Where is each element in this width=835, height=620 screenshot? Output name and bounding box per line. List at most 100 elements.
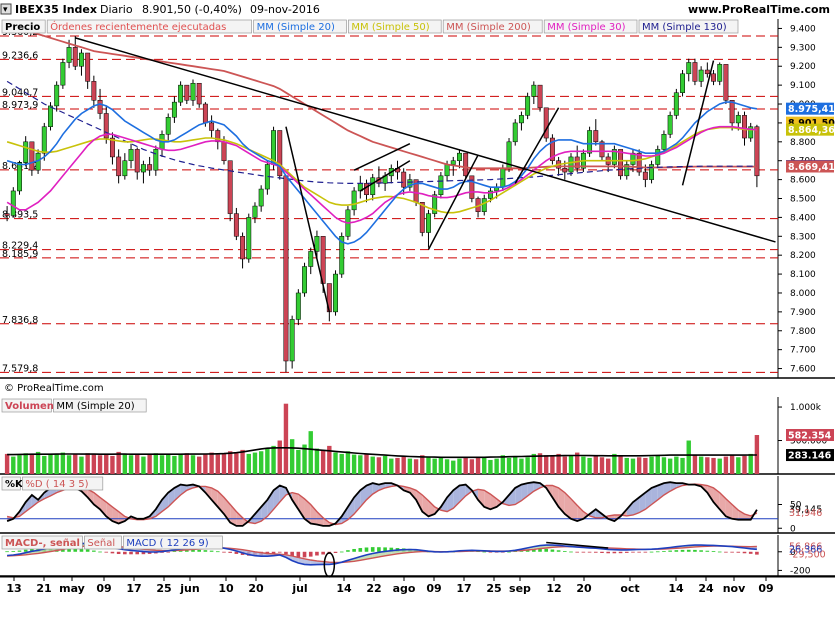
macd-hist-47 <box>296 551 301 558</box>
candle-body-6 <box>41 126 47 154</box>
volume-bar-81 <box>506 457 512 474</box>
macd-hist-94 <box>587 551 592 553</box>
volume-bar-6 <box>42 455 47 474</box>
header-site[interactable]: www.ProRealTime.com <box>688 3 830 16</box>
macd-hist-22 <box>141 551 146 555</box>
x-axis: 13 21 may 09 17 25 jun 10 20 jul 14 22 ago 09 17 25 sep 1… <box>0 576 835 595</box>
candle-body-15 <box>97 99 103 114</box>
macd-hist-115 <box>717 551 722 553</box>
stoch-fill-76 <box>478 489 485 507</box>
x-tick-label-5: 25 <box>156 582 171 595</box>
candle-body-13 <box>85 52 91 82</box>
volume-bar-111 <box>692 455 698 474</box>
volume-bar-62 <box>389 458 394 474</box>
macd-hist-77 <box>482 551 487 553</box>
volume-bar-36 <box>227 451 233 474</box>
volume-bar-66 <box>413 459 419 474</box>
volume-bar-83 <box>519 458 524 474</box>
header-period: Diario <box>100 3 133 16</box>
price-axis-tick-label-3: 7.900 <box>790 308 816 318</box>
macd-hist-60 <box>377 547 381 552</box>
legend-label-3: MM (Simple 50) <box>351 22 429 33</box>
volume-bar-0 <box>4 453 10 474</box>
x-tick-label-21: 24 <box>698 582 714 595</box>
macd-hist-37 <box>234 551 239 554</box>
x-tick-label-13: 09 <box>426 582 441 595</box>
price-badge-0-label: 8.975,41 <box>788 104 835 115</box>
stoch-fill-44 <box>279 485 286 503</box>
price-axis-tick-label-5: 8.100 <box>790 270 816 280</box>
price-axis-tick-label-12: 8.800 <box>790 138 816 148</box>
volume-bar-88 <box>550 455 555 474</box>
header-symbol: IBEX35 Index <box>15 3 97 16</box>
volume-bar-48 <box>302 444 307 474</box>
volume-bar-99 <box>618 455 623 474</box>
candle-body-16 <box>103 113 109 139</box>
macd-badge-1: 26,366 <box>789 544 822 555</box>
candle-body-40 <box>252 205 258 218</box>
legend-label-2: MACD ( 12 26 9) <box>126 538 208 549</box>
x-tick-label-3: 09 <box>96 582 111 595</box>
macd-axis-tick-label-1: 0 <box>790 548 796 558</box>
x-tick-label-16: sep <box>509 582 531 595</box>
candle-body-115 <box>717 64 723 82</box>
macd-hist-92 <box>575 551 579 553</box>
candle-body-86 <box>537 84 543 109</box>
level-label-5: 8.393,5 <box>2 210 38 221</box>
x-tick-label-19: oct <box>620 582 639 595</box>
candle-body-70 <box>438 175 444 195</box>
macd-hist-1 <box>11 551 16 552</box>
volume-bar-8 <box>54 453 59 474</box>
macd-hist-3 <box>23 549 28 552</box>
stoch-axis-tick-label-1: 50 <box>790 501 802 511</box>
legend-box-5 <box>543 19 638 34</box>
volume-bar-33 <box>209 452 214 474</box>
candle-body-18 <box>116 156 122 177</box>
candle-body-116 <box>723 64 729 101</box>
volume-bar-63 <box>395 457 400 474</box>
price-axis-tick-label-17: 9.300 <box>790 43 816 53</box>
macd-hist-87 <box>544 548 549 552</box>
macd-hist-32 <box>203 550 208 552</box>
candle-body-95 <box>593 130 599 143</box>
volume-bar-113 <box>705 457 710 474</box>
candle-body-100 <box>624 164 630 177</box>
legend-label-0: MACD-, señal <box>5 538 80 549</box>
volume-bar-10 <box>66 455 72 474</box>
candle-body-96 <box>599 141 605 158</box>
legend-box-1 <box>22 476 104 491</box>
candle-body-69 <box>432 194 438 214</box>
candle-body-27 <box>171 101 177 118</box>
macd-hist-116 <box>724 551 728 553</box>
macd-hist-111 <box>693 549 697 552</box>
volume-bar-105 <box>655 455 660 474</box>
volume-bar-29 <box>184 453 190 474</box>
macd-hist-34 <box>215 551 220 553</box>
volume-bar-77 <box>482 457 487 474</box>
macd-hist-23 <box>147 551 152 554</box>
stoch-fill-13 <box>87 489 94 505</box>
volume-bar-42 <box>265 448 270 474</box>
volume-bar-100 <box>624 457 629 474</box>
volume-bar-34 <box>215 454 220 474</box>
candle-body-68 <box>426 213 431 233</box>
candle-body-77 <box>481 198 487 212</box>
trendline-1 <box>285 126 331 313</box>
macd-hist-13 <box>85 549 90 552</box>
volume-bar-116 <box>723 456 729 474</box>
macd-hist-86 <box>538 548 542 552</box>
macd-hist-93 <box>581 551 586 553</box>
sma130-line <box>6 80 757 184</box>
stoch-fill-58 <box>366 483 373 500</box>
candle-body-30 <box>190 82 196 101</box>
sma30-line <box>6 125 757 224</box>
candle-body-44 <box>277 130 283 177</box>
legend-box-2 <box>123 535 223 550</box>
legend-label-1: Órdenes recientemente ejecutadas <box>50 20 226 33</box>
x-tick-label-8: 20 <box>248 582 264 595</box>
trendline-5 <box>514 107 560 184</box>
macd-line <box>7 542 757 566</box>
candle-body-103 <box>642 171 648 180</box>
price-axis-tick-label-7: 8.300 <box>790 232 816 242</box>
stoch-fill-72 <box>453 485 460 509</box>
